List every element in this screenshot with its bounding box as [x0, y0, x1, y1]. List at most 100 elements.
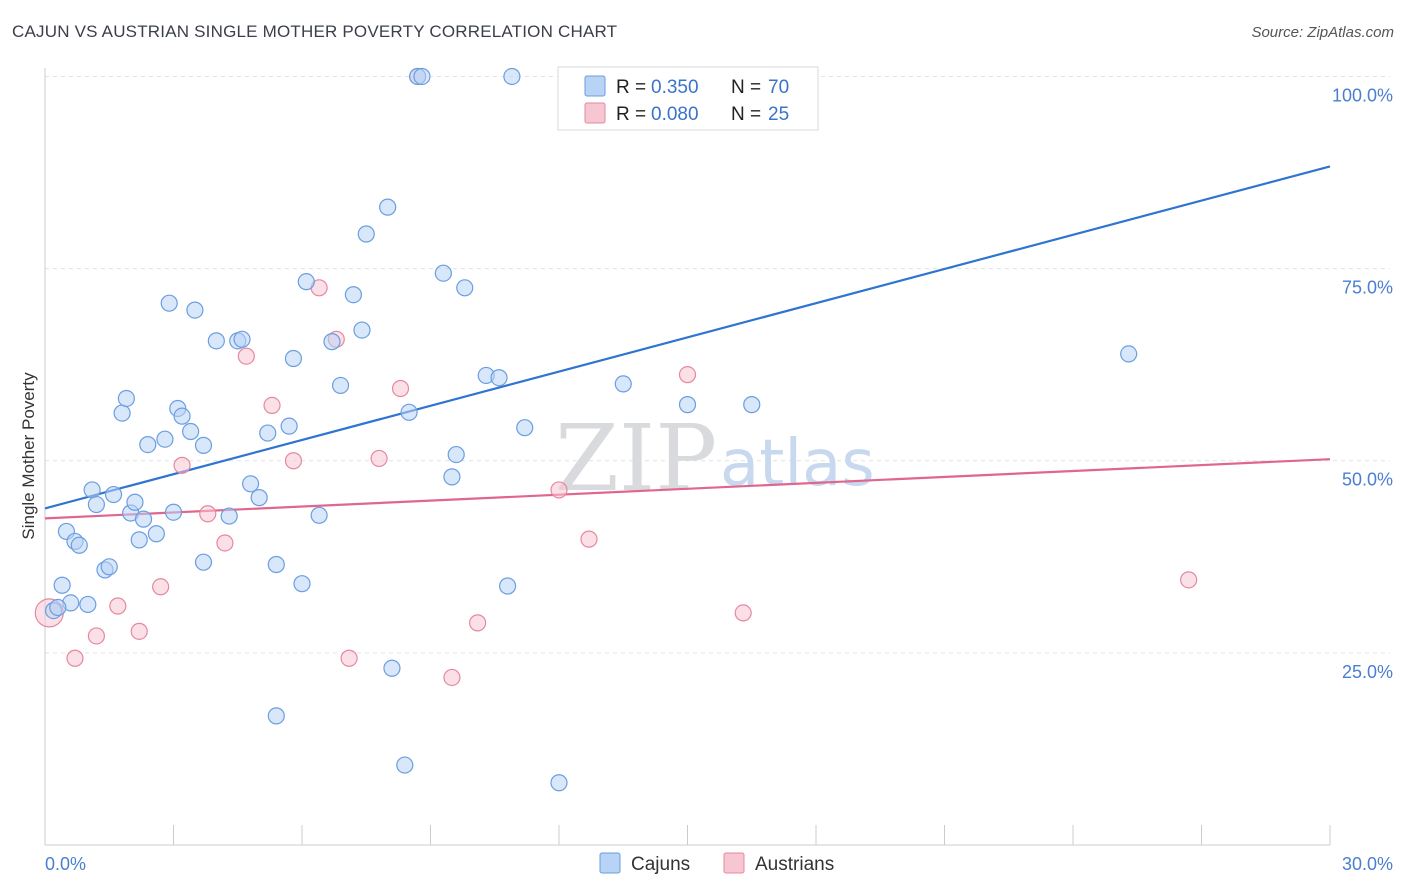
austrian-point	[263, 396, 281, 414]
legend-swatch-cajuns	[584, 75, 606, 97]
cajun-point	[434, 264, 452, 282]
cajun-point	[53, 576, 71, 594]
y-axis-label: Single Mother Poverty	[19, 372, 38, 540]
cajun-point	[79, 595, 97, 614]
legend-n-label-cajuns: N =	[731, 77, 761, 98]
austrian-point	[152, 578, 170, 596]
x-tick-label-min: 0.0%	[45, 854, 86, 874]
cajun-point	[207, 332, 225, 350]
cajun-point	[70, 536, 88, 554]
cajun-point	[323, 333, 341, 351]
axes	[44, 68, 1331, 846]
cajun-point	[220, 507, 238, 525]
watermark: ZIP atlas	[555, 405, 875, 512]
cajun-point	[456, 279, 474, 297]
cajun-point	[164, 503, 183, 521]
austrian-point	[340, 649, 358, 667]
austrian-point	[370, 449, 388, 468]
austrian-point	[237, 347, 255, 365]
chart-title: CAJUN VS AUSTRIAN SINGLE MOTHER POVERTY …	[12, 22, 618, 41]
legend-n-value-cajuns: 70	[768, 77, 789, 98]
cajun-point	[310, 506, 328, 524]
austrian-point	[391, 379, 410, 398]
cajun-point	[357, 225, 375, 243]
bottom-legend[interactable]: Cajuns Austrians	[599, 852, 834, 875]
austrian-point	[1180, 571, 1198, 589]
cajun-point	[194, 553, 213, 571]
austrian-point	[580, 530, 598, 548]
cajun-point	[743, 396, 761, 414]
austrian-trend-line	[44, 458, 1331, 520]
cajun-point	[173, 407, 191, 425]
cajun-point	[396, 756, 414, 774]
x-tick-label-max: 30.0%	[1342, 854, 1393, 874]
tick-labels: 25.0% 50.0% 75.0% 100.0% 0.0% 30.0%	[45, 85, 1393, 874]
cajun-point	[126, 493, 144, 511]
cajun-point	[160, 294, 178, 312]
austrian-point	[216, 534, 234, 552]
austrian-point	[66, 649, 84, 667]
cajun-point	[503, 67, 521, 86]
cajun-point	[383, 659, 401, 677]
cajun-point	[156, 430, 174, 448]
y-tick-label: 100.0%	[1332, 85, 1393, 105]
austrian-point	[173, 456, 191, 474]
bottom-legend-swatch-cajuns[interactable]	[599, 852, 621, 874]
watermark-zip: ZIP	[555, 405, 717, 512]
cajun-point	[194, 436, 213, 454]
bottom-legend-swatch-austrians[interactable]	[723, 852, 745, 874]
cajun-point	[447, 445, 465, 464]
cajun-point	[233, 330, 251, 348]
austrian-point	[550, 481, 568, 499]
cajun-point	[267, 707, 285, 725]
cajun-point	[182, 422, 200, 441]
austrian-point	[284, 452, 303, 470]
cajun-point	[516, 419, 534, 437]
cajun-point	[267, 555, 285, 574]
austrian-point	[734, 604, 752, 622]
cajun-point	[100, 558, 118, 576]
cajun-point	[83, 481, 101, 499]
cajun-point	[1120, 345, 1138, 363]
trend-lines	[44, 165, 1331, 520]
cajun-point	[293, 575, 311, 593]
watermark-atlas: atlas	[720, 427, 875, 501]
cajun-point	[259, 424, 277, 442]
cajun-point	[614, 375, 632, 393]
y-tick-label: 50.0%	[1342, 470, 1393, 490]
legend-r-label-austrians: R =	[616, 104, 646, 125]
cajun-point	[49, 598, 67, 617]
cajun-point	[130, 531, 148, 549]
cajun-point	[242, 475, 260, 493]
austrian-point	[469, 614, 487, 632]
cajun-point	[331, 376, 350, 395]
cajun-point	[400, 403, 418, 421]
scatter-points	[34, 67, 1198, 792]
cajun-point	[113, 404, 131, 422]
cajun-point	[186, 301, 204, 319]
legend-n-label-austrians: N =	[731, 104, 761, 125]
cajun-point	[147, 525, 165, 543]
cajun-point	[499, 577, 517, 595]
legend-n-value-austrians: 25	[768, 104, 789, 125]
bottom-legend-label-cajuns[interactable]: Cajuns	[631, 854, 690, 875]
cajun-point	[280, 417, 298, 435]
legend-r-label-cajuns: R =	[616, 77, 646, 98]
cajun-point	[490, 369, 508, 387]
cajun-point	[297, 273, 315, 291]
legend[interactable]: R = 0.350 N = 70 R = 0.080 N = 25	[557, 66, 819, 131]
grid-lines	[45, 75, 1390, 654]
cajun-point	[678, 396, 697, 414]
legend-r-value-cajuns: 0.350	[651, 77, 699, 98]
austrian-point	[87, 627, 106, 645]
legend-swatch-austrians	[584, 102, 606, 124]
cajun-point	[344, 286, 362, 304]
cajun-point	[413, 67, 431, 86]
austrian-point	[199, 505, 217, 523]
y-tick-label: 75.0%	[1342, 278, 1393, 298]
cajun-point	[117, 389, 135, 408]
bottom-legend-label-austrians[interactable]: Austrians	[755, 854, 834, 875]
cajun-point	[379, 198, 397, 216]
austrian-point	[678, 366, 697, 384]
